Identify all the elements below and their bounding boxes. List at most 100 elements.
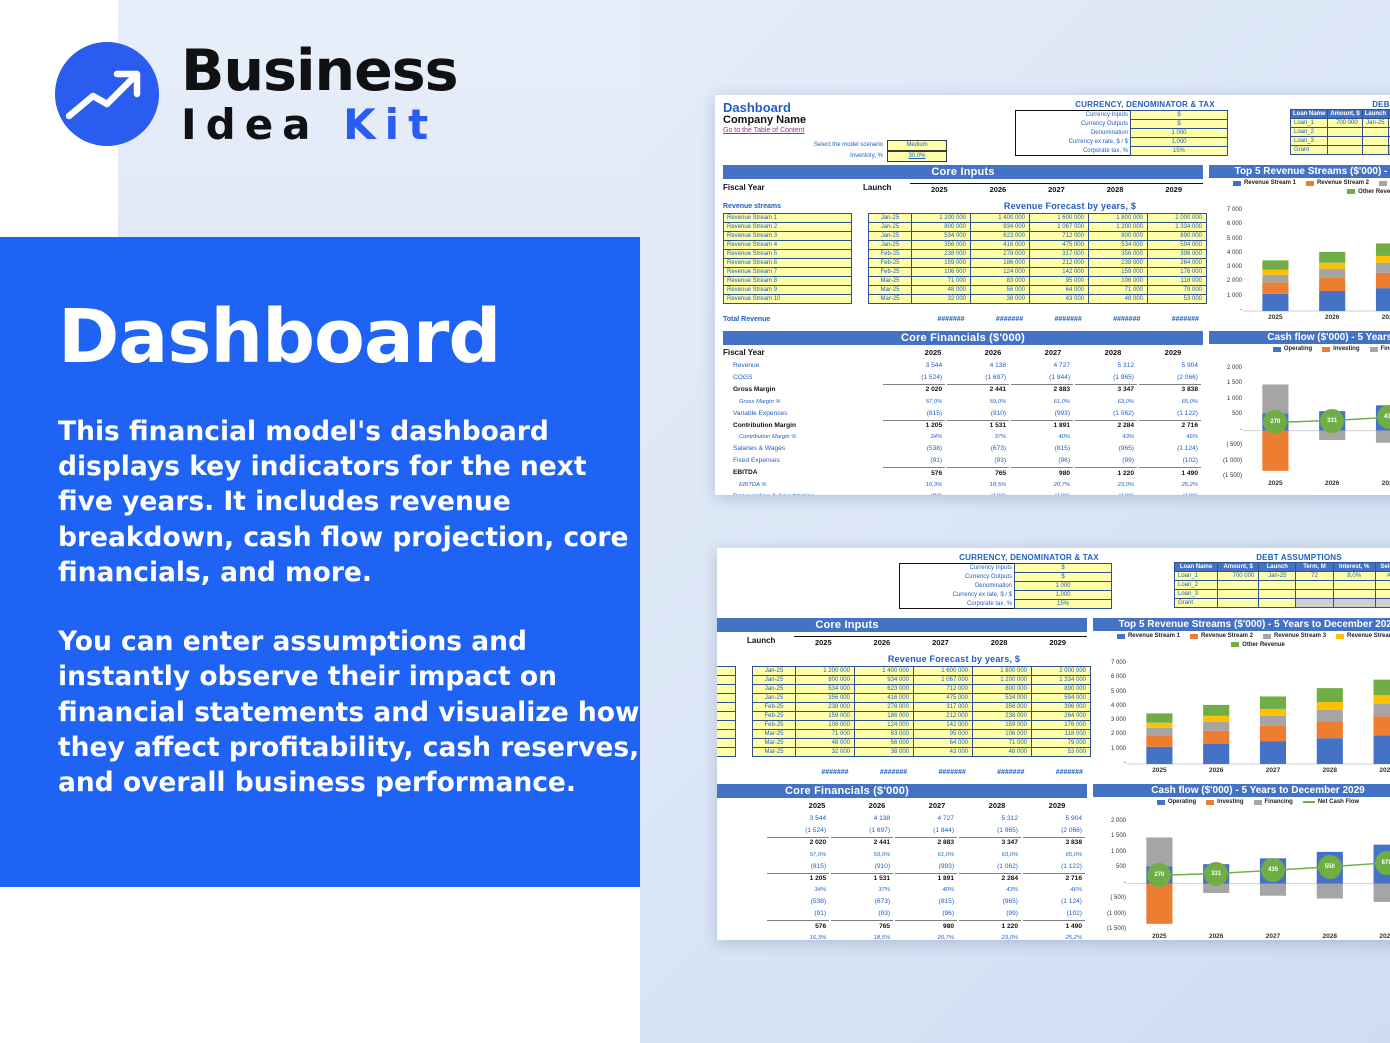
table-cell[interactable] bbox=[1361, 145, 1390, 155]
table-cell[interactable] bbox=[1327, 136, 1363, 146]
revenue-cell[interactable]: 64 000 bbox=[1029, 285, 1089, 295]
launch-cell[interactable]: Jan-25 bbox=[752, 693, 796, 703]
revenue-cell[interactable]: 475 000 bbox=[1029, 240, 1089, 250]
currency-value[interactable]: $ bbox=[1130, 119, 1228, 129]
dashboard-screenshot-top[interactable]: Dashboard Company Name Go to the Table o… bbox=[715, 95, 1390, 495]
table-cell[interactable] bbox=[1332, 580, 1376, 590]
revenue-cell[interactable]: 800 000 bbox=[795, 675, 855, 685]
table-cell[interactable] bbox=[1295, 580, 1334, 590]
revenue-cell[interactable]: 71 000 bbox=[1088, 285, 1148, 295]
table-cell[interactable] bbox=[1361, 136, 1390, 146]
revenue-cell[interactable]: 278 000 bbox=[970, 249, 1030, 259]
revenue-cell[interactable]: 396 000 bbox=[1031, 702, 1091, 712]
revenue-cell[interactable]: 43 000 bbox=[913, 747, 973, 757]
revenue-cell[interactable]: 356 000 bbox=[1088, 249, 1148, 259]
currency-value[interactable]: $ bbox=[1130, 110, 1228, 120]
revenue-cell[interactable]: 1 400 000 bbox=[854, 666, 914, 676]
revenue-stream-name[interactable]: Revenue Stream 2 bbox=[723, 222, 852, 232]
launch-cell[interactable]: Feb-25 bbox=[752, 720, 796, 730]
revenue-cell[interactable]: 1 600 000 bbox=[1029, 213, 1089, 223]
revenue-stream-name[interactable]: Revenue Stream 10 bbox=[723, 294, 852, 304]
revenue-cell[interactable]: 38 000 bbox=[970, 294, 1030, 304]
revenue-cell[interactable]: 1 067 000 bbox=[1029, 222, 1089, 232]
revenue-cell[interactable]: 159 000 bbox=[972, 720, 1032, 730]
revenue-stream-name[interactable]: Revenue Stream 3 bbox=[723, 231, 852, 241]
revenue-cell[interactable]: 48 000 bbox=[911, 285, 971, 295]
revenue-cell[interactable]: 416 000 bbox=[854, 693, 914, 703]
scenario-select[interactable]: Medium bbox=[887, 140, 947, 151]
table-cell[interactable]: 700 000 bbox=[1327, 118, 1363, 128]
revenue-cell[interactable]: 118 000 bbox=[1031, 729, 1091, 739]
currency-value[interactable]: 15% bbox=[1130, 146, 1228, 156]
launch-cell[interactable]: Feb-25 bbox=[868, 249, 912, 259]
table-cell[interactable]: Loan_3 bbox=[1174, 589, 1218, 599]
launch-cell[interactable]: Jan-25 bbox=[752, 675, 796, 685]
table-cell[interactable] bbox=[1374, 589, 1390, 599]
launch-cell[interactable]: Jan-25 bbox=[752, 666, 796, 676]
revenue-cell[interactable]: 623 000 bbox=[970, 231, 1030, 241]
revenue-cell[interactable]: 1 800 000 bbox=[1088, 213, 1148, 223]
table-cell[interactable] bbox=[1295, 598, 1334, 608]
table-cell[interactable]: Grant bbox=[1289, 145, 1329, 155]
revenue-cell[interactable]: 32 000 bbox=[795, 747, 855, 757]
revenue-cell[interactable]: 106 000 bbox=[911, 267, 971, 277]
table-cell[interactable] bbox=[1216, 589, 1260, 599]
currency-value[interactable]: 1,000 bbox=[1014, 590, 1112, 600]
table-cell[interactable] bbox=[1295, 589, 1334, 599]
revenue-stream-name[interactable]: Revenue Stream 4 bbox=[723, 240, 852, 250]
table-cell[interactable]: Loan_1 bbox=[1174, 571, 1218, 581]
revenue-cell[interactable]: 317 000 bbox=[1029, 249, 1089, 259]
table-cell[interactable]: 700 000 bbox=[1216, 571, 1260, 581]
table-cell[interactable] bbox=[1258, 598, 1297, 608]
revenue-cell[interactable]: 800 000 bbox=[1088, 231, 1148, 241]
table-cell[interactable] bbox=[1216, 598, 1260, 608]
revenue-stream-name[interactable]: Revenue Stream 9 bbox=[723, 285, 852, 295]
revenue-cell[interactable]: 238 000 bbox=[1088, 258, 1148, 268]
revenue-cell[interactable]: 48 000 bbox=[1088, 294, 1148, 304]
revenue-cell[interactable]: 238 000 bbox=[911, 249, 971, 259]
revenue-cell[interactable]: 53 000 bbox=[1031, 747, 1091, 757]
revenue-stream-name[interactable]: Revenue Stream 9 bbox=[717, 738, 736, 748]
currency-value[interactable]: $ bbox=[1014, 563, 1112, 573]
revenue-cell[interactable]: 356 000 bbox=[972, 702, 1032, 712]
launch-cell[interactable]: Mar-25 bbox=[868, 294, 912, 304]
revenue-cell[interactable]: 83 000 bbox=[970, 276, 1030, 286]
revenue-cell[interactable]: 79 000 bbox=[1031, 738, 1091, 748]
revenue-cell[interactable]: 1 334 000 bbox=[1031, 675, 1091, 685]
revenue-cell[interactable]: 890 000 bbox=[1031, 684, 1091, 694]
revenue-cell[interactable]: 623 000 bbox=[854, 684, 914, 694]
revenue-cell[interactable]: 594 000 bbox=[1147, 240, 1207, 250]
table-cell[interactable] bbox=[1332, 598, 1376, 608]
revenue-cell[interactable]: 800 000 bbox=[972, 684, 1032, 694]
revenue-cell[interactable]: 356 000 bbox=[795, 693, 855, 703]
launch-cell[interactable]: Feb-25 bbox=[752, 711, 796, 721]
revenue-cell[interactable]: 712 000 bbox=[913, 684, 973, 694]
revenue-cell[interactable]: 1 800 000 bbox=[972, 666, 1032, 676]
revenue-stream-name[interactable]: Revenue Stream 3 bbox=[717, 684, 736, 694]
revenue-cell[interactable]: 264 000 bbox=[1147, 258, 1207, 268]
revenue-cell[interactable]: 1 200 000 bbox=[795, 666, 855, 676]
revenue-cell[interactable]: 142 000 bbox=[1029, 267, 1089, 277]
revenue-cell[interactable]: 1 200 000 bbox=[911, 213, 971, 223]
toc-link[interactable]: Go to the Table of Content bbox=[723, 127, 805, 134]
table-cell[interactable]: Loan_1 bbox=[1289, 118, 1329, 128]
revenue-cell[interactable]: 890 000 bbox=[1147, 231, 1207, 241]
revenue-cell[interactable]: 53 000 bbox=[1147, 294, 1207, 304]
revenue-cell[interactable]: 124 000 bbox=[854, 720, 914, 730]
revenue-cell[interactable]: 71 000 bbox=[972, 738, 1032, 748]
revenue-cell[interactable]: 1 200 000 bbox=[1088, 222, 1148, 232]
revenue-stream-name[interactable]: Revenue Stream 6 bbox=[717, 711, 736, 721]
revenue-cell[interactable]: 79 000 bbox=[1147, 285, 1207, 295]
revenue-cell[interactable]: 186 000 bbox=[970, 258, 1030, 268]
revenue-stream-name[interactable]: Revenue Stream 7 bbox=[723, 267, 852, 277]
revenue-cell[interactable]: 212 000 bbox=[1029, 258, 1089, 268]
launch-cell[interactable]: Mar-25 bbox=[752, 747, 796, 757]
revenue-stream-name[interactable]: Revenue Stream 4 bbox=[717, 693, 736, 703]
table-cell[interactable] bbox=[1258, 580, 1297, 590]
table-cell[interactable]: Loan_2 bbox=[1289, 127, 1329, 137]
revenue-stream-name[interactable]: Revenue Stream 10 bbox=[717, 747, 736, 757]
revenue-cell[interactable]: 1 334 000 bbox=[1147, 222, 1207, 232]
revenue-cell[interactable]: 48 000 bbox=[795, 738, 855, 748]
revenue-cell[interactable]: 534 000 bbox=[1088, 240, 1148, 250]
revenue-cell[interactable]: 64 000 bbox=[913, 738, 973, 748]
